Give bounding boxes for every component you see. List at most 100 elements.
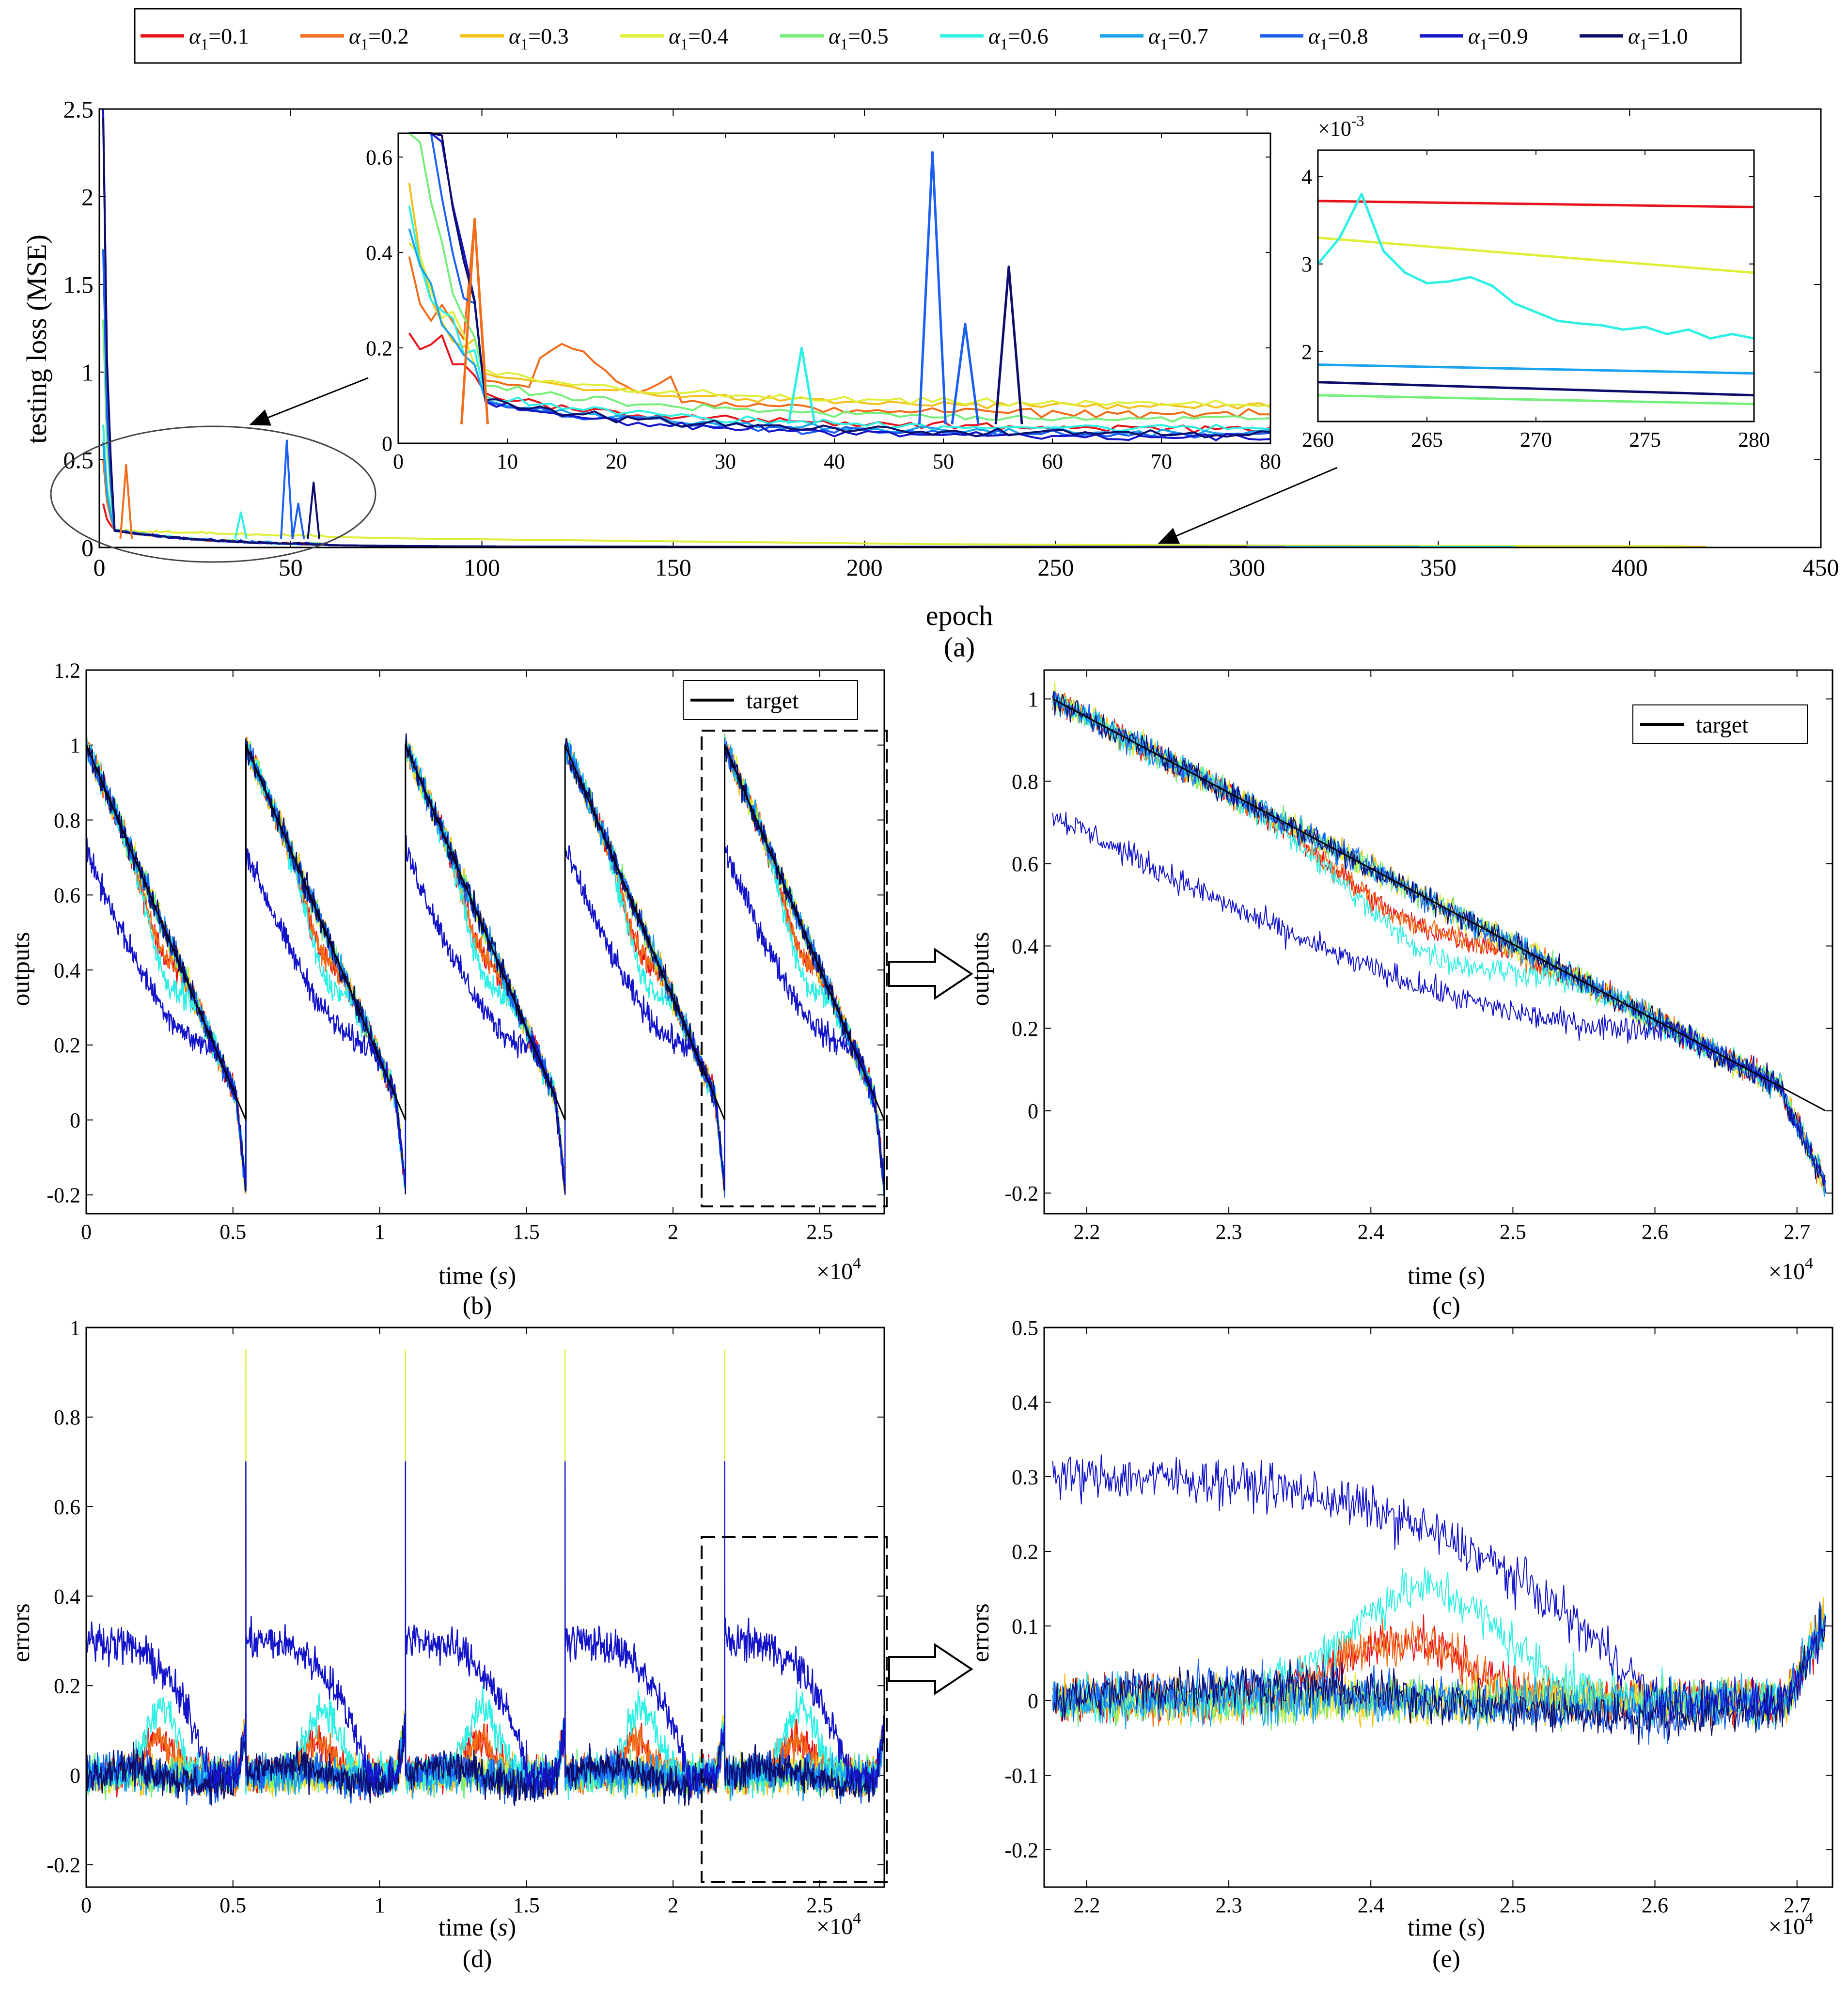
c-ytick-label: 1	[1028, 688, 1038, 711]
e-series-9	[1052, 1454, 1826, 1728]
legend-label-8: α1=0.8	[1308, 24, 1368, 53]
a-axes-border	[98, 108, 1822, 548]
d-ytick-label: 0.4	[54, 1585, 80, 1609]
e-series-10	[1052, 1601, 1826, 1745]
a-inset1-spike-3	[994, 266, 1023, 424]
d-ytick-label: 0	[70, 1764, 80, 1787]
d-xlabel: time (s)	[439, 1914, 516, 1941]
c-xtick-label: 2.6	[1642, 1220, 1668, 1244]
d-ytick-label: 0.8	[54, 1406, 80, 1429]
a-inset1-spike-5	[460, 218, 489, 424]
e-axes-border	[1043, 1327, 1833, 1888]
a-inset1-xtick-label: 50	[933, 450, 954, 473]
b-ytick-label: -0.2	[47, 1184, 80, 1207]
a-inset1-ytick-label: 0.6	[366, 146, 392, 170]
b-xtick-label: 0.5	[219, 1220, 246, 1244]
a-inset1-plot-area	[398, 133, 1270, 443]
e-xtick-label: 2.4	[1358, 1893, 1384, 1917]
a-inset1-ytick-label: 0.4	[366, 241, 392, 265]
a-inset1-xtick-label: 70	[1151, 450, 1172, 473]
c-ylabel: outputs	[967, 932, 994, 1006]
b-xtick-label: 2.5	[806, 1220, 833, 1244]
a-inset1-axes-border	[397, 132, 1271, 444]
b-ytick-label: 0.8	[54, 809, 80, 832]
a-inset2-series-4	[1317, 363, 1754, 375]
legend-label-2: α1=0.2	[349, 24, 409, 53]
a-xtick-label: 200	[846, 554, 883, 581]
c-xtick-label: 2.2	[1073, 1220, 1100, 1244]
a-xlabel: epoch	[926, 600, 993, 631]
c-xtick-label: 2.7	[1784, 1220, 1810, 1244]
d-series-10	[85, 1710, 885, 1807]
a-inset1-series-10	[409, 132, 1271, 438]
a-inset1-xtick-label: 30	[715, 450, 736, 473]
d-xtick-label: 0.5	[219, 1893, 246, 1917]
a-inset2-series-6	[1317, 394, 1754, 406]
a-inset2-ytick-label: 4	[1301, 165, 1312, 189]
a-xtick-label: 50	[279, 554, 303, 581]
b-xtick-label: 1.5	[513, 1220, 540, 1244]
d-xtick-label: 2.5	[806, 1893, 833, 1917]
d-to-e-block-arrow	[888, 1643, 973, 1695]
a-inset1-xtick-label: 80	[1260, 450, 1281, 473]
c-series-9	[1052, 812, 1826, 1193]
d-ytick-label: 1	[70, 1316, 80, 1340]
a-inset1-xtick-label: 0	[393, 450, 404, 473]
a-xtick-label: 400	[1612, 554, 1648, 581]
e-x-exponent: ×104	[1769, 1909, 1813, 1939]
e-ytick-label: 0.3	[1012, 1465, 1038, 1489]
b-to-c-block-arrow	[888, 948, 973, 1000]
d-ylabel: errors	[7, 1603, 35, 1662]
a-inset2-xtick-label: 275	[1629, 428, 1661, 452]
e-series-8	[1052, 1617, 1826, 1745]
c-xlabel: time (s)	[1408, 1262, 1485, 1290]
b-x-exponent: ×104	[816, 1254, 861, 1284]
a-inset1-series-3	[408, 183, 1271, 410]
e-xtick-label: 2.3	[1216, 1893, 1242, 1917]
a-spike-3	[307, 482, 320, 539]
c-target-legend-label: target	[1696, 712, 1749, 738]
d-xtick-label: 2	[668, 1893, 678, 1917]
legend-label-3: α1=0.3	[509, 24, 569, 53]
a-xtick-label: 300	[1229, 554, 1265, 581]
legend-label-6: α1=0.6	[988, 24, 1049, 53]
a-panel-label: (a)	[944, 631, 975, 663]
a-inset2-xtick-label: 265	[1411, 428, 1443, 452]
a-inset1-series-4	[408, 242, 1271, 407]
a-inset1-xtick-label: 60	[1042, 450, 1063, 473]
e-ytick-label: -0.2	[1004, 1838, 1038, 1862]
e-ytick-label: 0.2	[1012, 1540, 1038, 1563]
a-inset2-ytick-label: 2	[1301, 340, 1312, 364]
a-inset2-xtick-label: 270	[1520, 428, 1552, 452]
a-inset1-series-9	[409, 132, 1271, 441]
a-inset2-series-3	[1317, 192, 1754, 340]
d-xtick-label: 1.5	[513, 1893, 540, 1917]
e-xtick-label: 2.2	[1073, 1893, 1100, 1917]
b-zoom-rectangle	[701, 730, 888, 1207]
c-ytick-label: -0.2	[1004, 1182, 1038, 1205]
a-inset2-xtick-label: 280	[1738, 428, 1770, 452]
b-ytick-label: 0.6	[54, 884, 80, 907]
e-xtick-label: 2.6	[1642, 1893, 1668, 1917]
a-inset2-pointer-arrow	[1158, 467, 1338, 544]
a-inset2-series-1	[1317, 200, 1754, 208]
a-ytick-label: 1	[81, 359, 94, 386]
a-ytick-label: 1.5	[63, 271, 94, 298]
a-ytick-label: 2	[81, 184, 94, 211]
legend-label-10: α1=1.0	[1628, 24, 1688, 53]
legend-entries: α1=0.1 α1=0.2 α1=0.3 α1=0.4 α1=0.5 α1=0.6 α1=0…	[141, 24, 1688, 53]
a-inset1-xtick-label: 10	[497, 450, 518, 473]
a-inset2-plot-area	[1318, 150, 1754, 422]
b-target-line	[85, 744, 885, 1121]
e-xlabel: time (s)	[1408, 1914, 1485, 1941]
c-xtick-label: 2.4	[1358, 1220, 1384, 1244]
a-zoom-ellipse	[50, 425, 376, 563]
c-ytick-label: 0	[1028, 1099, 1038, 1123]
b-axes-border	[85, 669, 885, 1215]
d-panel-label: (d)	[463, 1945, 492, 1973]
a-xtick-label: 250	[1037, 554, 1074, 581]
panel-d-errors: 0 0.5 1 1.5 2 2.5-0.200.20.40.60.81	[47, 1316, 885, 1917]
a-inset1-series-5	[408, 132, 1271, 423]
a-inset1-spike-1	[918, 151, 947, 424]
